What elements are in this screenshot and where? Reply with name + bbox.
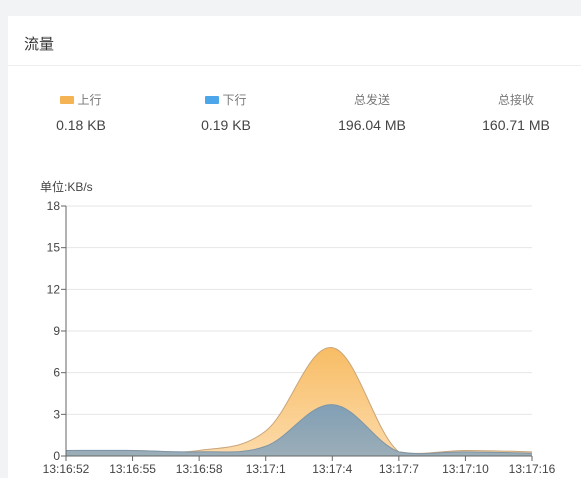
series-area-upload	[66, 347, 532, 456]
y-tick-label: 3	[53, 407, 60, 421]
stat-total-received-label: 总接收	[497, 93, 534, 107]
stat-upload: 上行 0.18 KB	[26, 92, 136, 133]
y-tick-label: 15	[47, 241, 61, 255]
traffic-chart: 0 3 6 9 12 15 18 13:16:52 13:16:55 13:16:58 13:17:…	[43, 199, 556, 476]
stat-upload-label: 上行	[77, 93, 102, 107]
panel-divider	[8, 65, 581, 66]
y-tick-label: 18	[47, 199, 61, 213]
x-tick-label: 13:16:52	[43, 462, 90, 476]
traffic-panel: 流量 上行 0.18 KB 下行 0.19 KB 总发送 196.04 MB 总…	[8, 16, 581, 478]
stat-total-received-value: 160.71 MB	[482, 117, 550, 133]
stat-download: 下行 0.19 KB	[171, 92, 281, 133]
stat-download-value: 0.19 KB	[201, 117, 251, 133]
x-tick-label: 13:17:1	[246, 462, 286, 476]
y-tick-label: 0	[53, 449, 60, 463]
chart-unit-label: 单位:KB/s	[40, 180, 93, 194]
series-area-download	[66, 404, 532, 456]
y-tick-label: 12	[47, 282, 61, 296]
y-tick-label: 9	[53, 324, 60, 338]
x-tick-label: 13:17:4	[312, 462, 352, 476]
series-line-download	[65, 404, 533, 455]
x-tick-label: 13:17:7	[379, 462, 419, 476]
download-legend-swatch	[205, 96, 220, 104]
y-tick-label: 6	[53, 366, 60, 380]
stat-total-sent-value: 196.04 MB	[338, 117, 406, 133]
stat-total-received: 总接收 160.71 MB	[461, 92, 571, 133]
x-tick-label: 13:17:16	[509, 462, 556, 476]
upload-legend-swatch	[60, 96, 75, 104]
stat-total-sent: 总发送 196.04 MB	[317, 92, 427, 133]
x-tick-label: 13:16:55	[109, 462, 156, 476]
panel-title: 流量	[24, 36, 55, 53]
x-tick-label: 13:16:58	[176, 462, 223, 476]
stat-download-label: 下行	[222, 93, 247, 107]
x-tick-label: 13:17:10	[442, 462, 489, 476]
stat-total-sent-label: 总发送	[353, 93, 390, 107]
stat-upload-value: 0.18 KB	[56, 117, 106, 133]
